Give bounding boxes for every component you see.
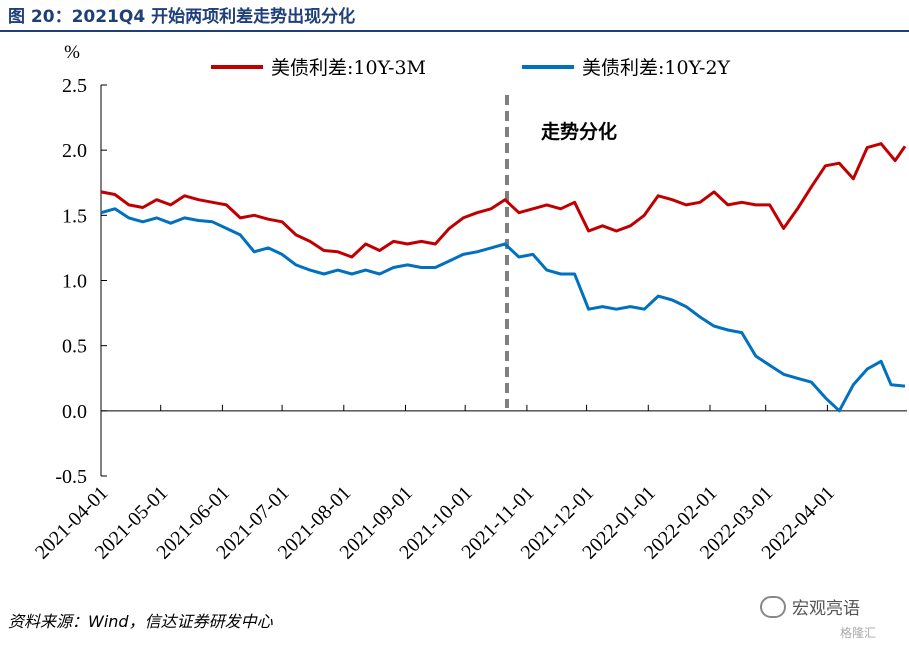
y-unit-label: %	[64, 42, 80, 63]
y-tick-label: 0.0	[62, 401, 87, 423]
watermark-text: 宏观亮语	[792, 599, 860, 619]
annotation-label: 走势分化	[541, 120, 617, 143]
watermark-gelonghui: 格隆汇	[840, 626, 877, 640]
title-rule	[0, 30, 909, 32]
series-layer	[100, 142, 907, 413]
line-chart: 2.52.01.51.00.50.0-0.5%2021-04-012021-05…	[31, 42, 907, 564]
figure-title: 图 20：2021Q4 开始两项利差走势出现分化	[8, 7, 356, 27]
source-note: 资料来源：Wind，信达证券研发中心	[8, 612, 273, 631]
series-line-2	[100, 207, 906, 413]
legend-label-2: 美债利差:10Y-2Y	[582, 57, 731, 79]
series-line-1	[100, 142, 907, 259]
watermark: 宏观亮语	[760, 594, 860, 619]
chart-legend: 美债利差:10Y-3M 美债利差:10Y-2Y	[211, 57, 731, 79]
wechat-icon	[760, 595, 786, 618]
y-tick-label: -0.5	[55, 466, 87, 488]
legend-label-1: 美债利差:10Y-3M	[271, 57, 426, 79]
y-tick-label: 1.0	[62, 271, 87, 293]
y-tick-label: 1.5	[62, 205, 87, 227]
y-tick-label: 0.5	[62, 336, 87, 358]
y-tick-label: 2.5	[62, 75, 87, 97]
chart-axes: 2.52.01.51.00.50.0-0.5%2021-04-012021-05…	[31, 42, 907, 564]
y-tick-label: 2.0	[62, 140, 87, 162]
